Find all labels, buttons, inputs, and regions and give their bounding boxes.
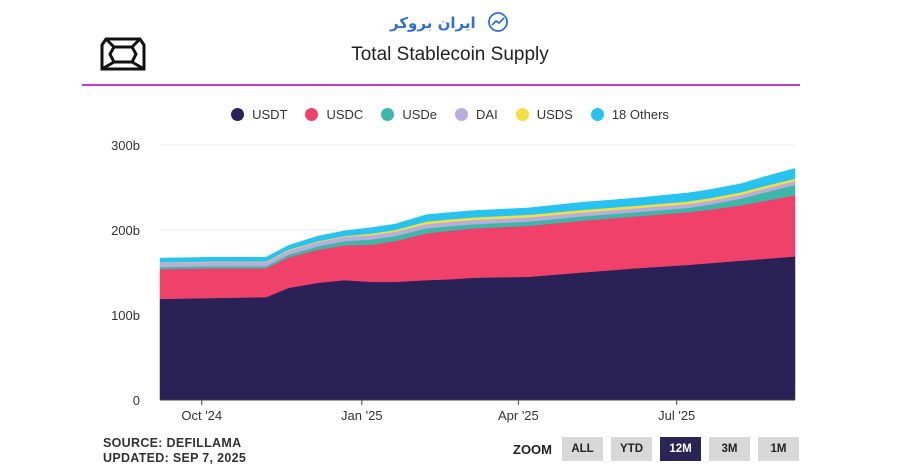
legend-label: USDS	[536, 107, 573, 122]
legend-item[interactable]: USDT	[231, 107, 287, 122]
x-tick-label: Oct '24	[181, 408, 222, 423]
zoom-label: ZOOM	[513, 441, 552, 457]
legend-swatch	[381, 108, 395, 121]
chart-title: Total Stablecoin Supply	[351, 44, 549, 65]
legend-swatch	[455, 108, 469, 121]
x-tick-label: Jul '25	[658, 408, 695, 423]
zoom-ytd-button[interactable]: YTD	[611, 437, 652, 461]
legend-item[interactable]: DAI	[455, 107, 498, 122]
zoom-controls: ZOOM ALL YTD 12M 3M 1M	[513, 437, 799, 461]
zoom-3m-button[interactable]: 3M	[709, 437, 750, 461]
legend-item[interactable]: USDS	[515, 107, 573, 122]
zoom-12m-button[interactable]: 12M	[660, 437, 701, 461]
area-series-18-others	[159, 168, 796, 263]
legend-item[interactable]: 18 Others	[590, 107, 669, 122]
legend-swatch	[231, 108, 245, 121]
legend-label: USDT	[252, 107, 288, 122]
zoom-all-button[interactable]: ALL	[562, 437, 603, 461]
title-divider	[82, 84, 800, 86]
brand-logo	[100, 37, 146, 71]
legend-label: 18 Others	[611, 107, 669, 122]
legend-swatch	[515, 108, 529, 121]
y-tick-label: 0	[133, 393, 140, 408]
chart-legend: USDT USDC USDe DAI USDS 18 Others	[0, 107, 900, 122]
watermark-chart-icon	[488, 12, 508, 32]
legend-item[interactable]: USDC	[305, 107, 363, 122]
chart-footer: SOURCE: DEFILLAMA UPDATED: SEP 7, 2025	[103, 436, 246, 466]
legend-swatch	[590, 108, 604, 121]
x-tick-label: Apr '25	[498, 408, 539, 423]
source-text: SOURCE: DEFILLAMA	[103, 436, 242, 450]
y-tick-label: 200b	[111, 223, 140, 238]
y-tick-label: 300b	[111, 138, 140, 153]
y-tick-label: 100b	[111, 308, 140, 323]
legend-swatch	[305, 108, 319, 121]
x-tick-label: Jan '25	[341, 408, 383, 423]
legend-label: DAI	[476, 107, 498, 122]
zoom-1m-button[interactable]: 1M	[758, 437, 799, 461]
watermark-text: ایران بروکر	[390, 14, 476, 32]
legend-label: USDC	[326, 107, 364, 122]
updated-text: UPDATED: SEP 7, 2025	[103, 451, 247, 465]
legend-label: USDe	[402, 107, 438, 122]
legend-item[interactable]: USDe	[381, 107, 437, 122]
